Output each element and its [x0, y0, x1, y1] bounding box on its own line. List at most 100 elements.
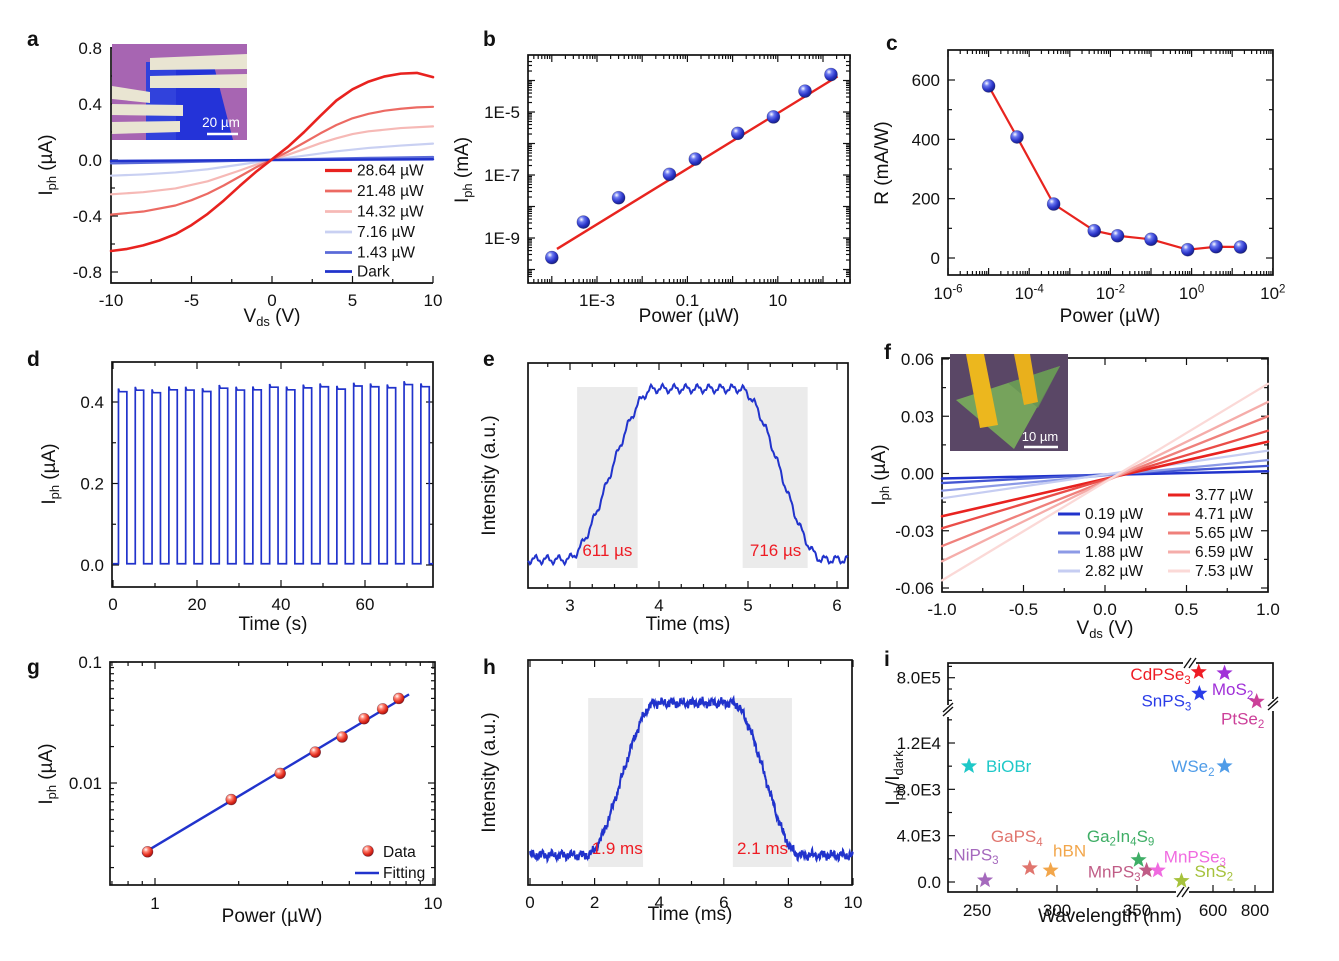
y-tick-label: 0.0: [917, 873, 941, 892]
x-tick-label: 1: [150, 894, 159, 913]
y-tick-label: 0.01: [69, 774, 102, 793]
break-gap: [1183, 658, 1196, 668]
y-tick-label: 8.0E5: [897, 669, 941, 688]
break-slash: [1188, 657, 1197, 669]
data-point: [358, 712, 370, 725]
data-point: [225, 793, 238, 806]
x-axis-title: Power (µW): [1060, 306, 1161, 327]
x-tick-label: 40: [272, 595, 291, 614]
series-line: [987, 85, 1241, 251]
legend-label: 5.65 µW: [1195, 525, 1253, 542]
legend-label: 7.53 µW: [1195, 563, 1253, 580]
star-hBN: [1042, 861, 1059, 878]
panel-label-b: b: [483, 28, 496, 51]
break-gap: [1176, 887, 1189, 897]
data-point: [824, 67, 838, 82]
break-slash: [1183, 657, 1192, 669]
legend-label: 0.19 µW: [1085, 506, 1143, 523]
legend-label: 1.88 µW: [1085, 544, 1143, 561]
panel-a-inset-micrograph: 20 µm: [112, 44, 247, 140]
x-tick-label: 8: [784, 893, 793, 912]
x-tick-label: 10-6: [933, 284, 962, 303]
data-point: [141, 846, 154, 858]
x-tick-label: 600: [1199, 901, 1227, 920]
panel-a-legend: 28.64 µW 21.48 µW 14.32 µW 7.16 µW 1.43 µW Da…: [325, 163, 424, 281]
star-GaPS4: [1021, 859, 1038, 875]
material-label-MnPS3: MnPS3: [1088, 862, 1141, 884]
y-axis-title: Iph (µA): [39, 443, 62, 504]
x-axis-title: Time (ms): [646, 614, 731, 635]
x-axis-title: Vds (V): [244, 306, 301, 329]
panel-label-d: d: [27, 348, 40, 371]
legend-label: 7.16 µW: [357, 224, 415, 241]
electrode: [112, 121, 180, 134]
star-SnS2: [1173, 872, 1190, 888]
panel-d-plot: 0 20 40 60 0.0 0.2 0.4 Time (s) Iph (µA): [39, 361, 434, 635]
x-tick-label: 6: [719, 893, 728, 912]
material-label-MnPSe3: MnPSe3: [1164, 847, 1226, 869]
x-axis-title: Wavelength (nm): [1038, 906, 1182, 927]
x-tick-label: 10: [844, 893, 863, 912]
response-band: [588, 698, 644, 867]
data-point: [336, 731, 348, 743]
x-tick-label: 2: [590, 893, 599, 912]
y-tick-label: 0.1: [78, 653, 102, 672]
x-tick-label: 3: [565, 596, 574, 615]
panel-b-plot: 1E-3 0.1 10 1E-5 1E-7 1E-9 Power (µW) Iph (mA): [452, 54, 851, 327]
x-tick-label: 1E-3: [579, 291, 615, 310]
data-point: [1144, 232, 1158, 247]
y-tick-label: 200: [912, 190, 940, 209]
data-point: [1046, 197, 1061, 211]
annotation-2.1-ms: 2.1 ms: [737, 839, 788, 858]
y-axis-title: Intensity (a.u.): [479, 712, 500, 832]
star-BiOBr: [960, 757, 978, 774]
electrode: [112, 104, 183, 116]
axes-box: [947, 662, 1274, 893]
panel-e-plot: 3 4 5 6 Time (ms) Intensity (a.u.) 611 µs 716 µ…: [479, 362, 849, 635]
x-tick-label: 300: [1043, 901, 1071, 920]
legend-label: 0.94 µW: [1085, 525, 1143, 542]
x-tick-label: 10-4: [1015, 284, 1045, 303]
electrode: [966, 354, 998, 428]
x-tick-label: -5: [184, 291, 199, 310]
y-tick-label: 400: [912, 130, 940, 149]
break-slash: [1267, 696, 1279, 707]
electrode: [150, 74, 247, 88]
material-label-PtSe2: PtSe2: [1221, 709, 1264, 731]
y-tick-label: 1E-5: [484, 103, 520, 122]
legend-label: 21.48 µW: [357, 183, 424, 200]
x-tick-label: 102: [1260, 284, 1285, 303]
panel-a-plot: -10 -5 0 5 10 0.8 0.4 0.0 -0.4 -0.8 Vds (V) Iph (µA…: [36, 39, 442, 329]
x-tick-label: 1.0: [1256, 600, 1280, 619]
annotation-1.9-ms: 1.9 ms: [592, 839, 643, 858]
x-tick-label: 4: [654, 893, 663, 912]
x-tick-label: 60: [356, 595, 375, 614]
x-tick-label: 0: [525, 893, 534, 912]
panel-label-f: f: [884, 341, 891, 364]
x-tick-label: 0.0: [1093, 600, 1117, 619]
legend-label: 28.64 µW: [357, 163, 424, 180]
data-point: [309, 746, 322, 758]
data-point: [544, 250, 559, 265]
panel-h-plot: 0 2 4 6 8 10 Time (ms) Intensity (a.u.) 1.9 ms 2.…: [479, 659, 863, 925]
data-point: [611, 190, 626, 205]
x-axis-title: Vds (V): [1077, 618, 1134, 641]
break-slash: [942, 702, 954, 713]
axes-box: [109, 661, 436, 886]
y-tick-label: -0.06: [895, 579, 934, 598]
star-SnPS3: [1191, 685, 1208, 701]
material-label-CdPSe3: CdPSe3: [1130, 665, 1190, 687]
data-point: [766, 110, 781, 124]
x-axis-title: Time (s): [239, 614, 308, 635]
star-PtSe2: [1248, 692, 1265, 709]
electrode: [1014, 354, 1038, 405]
y-tick-label: 0.0: [78, 151, 102, 170]
data-point: [274, 767, 286, 780]
data-point: [1010, 130, 1024, 144]
axes-box: [527, 659, 853, 886]
x-axis-title: Power (µW): [639, 306, 740, 327]
y-tick-label: 1E-7: [484, 166, 520, 185]
y-axis-title: Intensity (a.u.): [479, 415, 500, 535]
scale-bar-label: 10 µm: [1022, 429, 1058, 444]
